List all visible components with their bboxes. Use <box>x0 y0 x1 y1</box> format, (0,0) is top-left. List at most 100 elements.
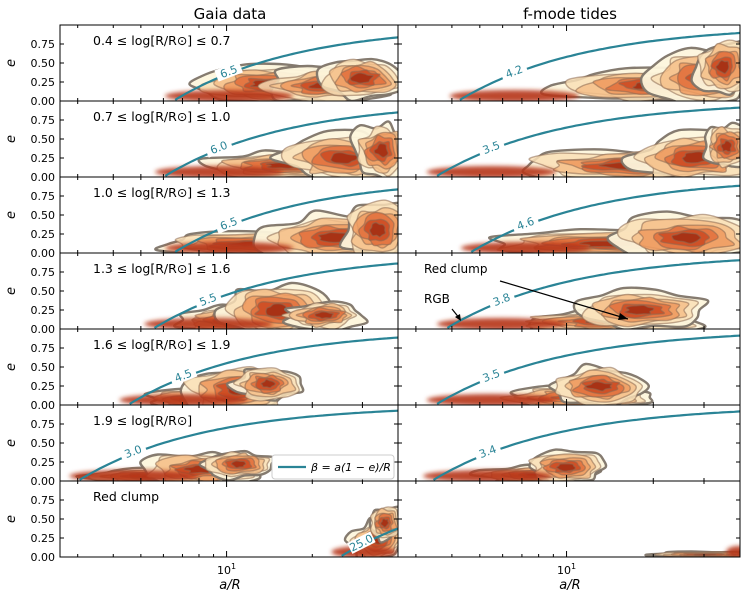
density-contour <box>671 231 702 245</box>
curve-label-halo <box>214 213 243 234</box>
panel-r1-c1: 3.5 <box>397 100 741 178</box>
y-tick-label: 0.50 <box>31 361 56 374</box>
y-tick-label: 0.25 <box>31 532 56 545</box>
rgb-arrowhead <box>455 314 461 321</box>
y-axis-label: e <box>4 59 19 67</box>
density-streak <box>426 394 557 405</box>
beta-curve-label: 4.2 <box>504 63 525 81</box>
y-tick-label: 0.25 <box>31 380 56 393</box>
curve-label-halo <box>476 137 506 158</box>
beta-curve-label: 6.5 <box>218 63 239 81</box>
density-contour <box>715 59 730 75</box>
y-tick-label: 0.50 <box>31 437 56 450</box>
curve-label-halo <box>487 289 516 310</box>
panel-r4-c1: 3.5 <box>397 328 741 406</box>
beta-curve <box>174 188 398 253</box>
y-tick-label: 0.25 <box>31 456 56 469</box>
beta-curve-label: 6.5 <box>218 215 239 233</box>
y-tick-label: 0.00 <box>31 399 56 412</box>
x-axis-label-right: a/R <box>559 578 580 593</box>
y-tick-label: 0.75 <box>31 418 56 431</box>
y-axis-label: e <box>4 135 19 143</box>
beta-curve <box>174 36 398 101</box>
beta-curve-label: 5.5 <box>198 291 219 309</box>
density-blob <box>547 362 650 405</box>
panel-r0-c0: 6.5 0.00 0.25 0.50 0.75 e 0.4 ≤ log[R/R⊙] ≤ 0.… <box>4 24 399 108</box>
y-tick-label: 0.00 <box>31 475 56 488</box>
panel-r5-c1: 3.4 <box>397 404 741 482</box>
density-streak <box>154 166 284 177</box>
row-label: 0.4 ≤ log[R/R⊙] ≤ 0.7 <box>93 33 230 48</box>
row-label: 1.0 ≤ log[R/R⊙] ≤ 1.3 <box>93 185 230 200</box>
density-streak <box>423 470 553 481</box>
y-tick-label: 0.75 <box>31 38 56 51</box>
panel-r3-c0: 5.5 0.00 0.25 0.50 0.75 e 1.3 ≤ log[R/R⊙] ≤ 1.… <box>4 252 399 336</box>
density-contour <box>349 72 375 84</box>
y-axis-label: e <box>4 211 19 219</box>
y-tick-label: 0.75 <box>31 266 56 279</box>
density-streak <box>726 546 740 557</box>
beta-curve-label: 3.5 <box>481 367 502 385</box>
column-title-gaia: Gaia data <box>194 5 267 23</box>
curve-label-halo <box>476 365 506 386</box>
density-blob <box>281 300 369 329</box>
y-tick-label: 0.00 <box>31 95 56 108</box>
beta-curve <box>153 262 398 329</box>
y-tick-label: 0.00 <box>31 323 56 336</box>
y-axis-label: e <box>4 287 19 295</box>
density-blob <box>606 210 740 253</box>
row-label: Red clump <box>93 489 159 504</box>
panel-frame <box>397 480 741 558</box>
red-clump-arrowhead <box>618 313 628 320</box>
density-blob <box>349 120 398 177</box>
density-streak <box>144 318 273 329</box>
panel-r0-c1: 4.2 <box>397 24 741 102</box>
curve-label-halo <box>168 365 198 386</box>
density-contour <box>720 140 733 153</box>
y-tick-label: 0.00 <box>31 171 56 184</box>
density-blob <box>198 449 276 481</box>
y-tick-label: 0.50 <box>31 57 56 70</box>
density-blob <box>528 448 608 481</box>
annotations: Red clump RGB <box>424 262 629 321</box>
y-tick-label: 0.50 <box>31 133 56 146</box>
x-axis-label-left: a/R <box>219 578 240 593</box>
curve-label-halo <box>511 213 540 234</box>
panel-r2-c0: 6.5 0.00 0.25 0.50 0.75 e 1.0 ≤ log[R/R⊙] ≤ 1.… <box>4 176 399 260</box>
density-blob <box>368 505 398 544</box>
beta-curve-label: 4.6 <box>515 215 536 233</box>
beta-curve-label: 3.0 <box>123 443 144 461</box>
y-tick-label: 0.00 <box>31 551 56 564</box>
density-streak <box>164 90 294 101</box>
density-streak <box>119 394 248 405</box>
y-tick-label: 0.00 <box>31 247 56 260</box>
beta-curve-label: 3.5 <box>481 139 502 157</box>
density-streak <box>426 166 557 177</box>
row-label: 1.3 ≤ log[R/R⊙] ≤ 1.6 <box>93 261 231 276</box>
density-contour <box>373 142 389 159</box>
density-streak <box>436 318 567 329</box>
density-streak <box>460 242 591 253</box>
row-label: 1.6 ≤ log[R/R⊙] ≤ 1.9 <box>93 337 231 352</box>
beta-curve-label: 6.0 <box>208 139 229 157</box>
curve-label-halo <box>193 289 223 310</box>
legend-box <box>271 454 395 480</box>
row-label: 1.9 ≤ log[R/R⊙] <box>93 413 192 428</box>
y-axis-label: e <box>4 515 19 523</box>
y-tick-label: 0.25 <box>31 304 56 317</box>
curve-label-halo <box>214 61 243 82</box>
y-tick-label: 0.25 <box>31 228 56 241</box>
density-contour <box>380 518 390 528</box>
density-streak <box>331 546 397 557</box>
rgb-annotation: RGB <box>424 292 450 306</box>
panel-grid: 6.5 0.00 0.25 0.50 0.75 e 0.4 ≤ log[R/R⊙] ≤ 0.… <box>4 24 741 577</box>
y-tick-label: 0.50 <box>31 285 56 298</box>
density-contour <box>260 378 277 389</box>
curve-label-halo <box>499 61 529 82</box>
density-blob <box>644 550 740 557</box>
legend-label: β = a(1 − e)/R <box>310 461 391 474</box>
x-tick-label: 101 <box>557 562 576 577</box>
y-tick-label: 0.25 <box>31 76 56 89</box>
density-streak <box>69 470 198 481</box>
